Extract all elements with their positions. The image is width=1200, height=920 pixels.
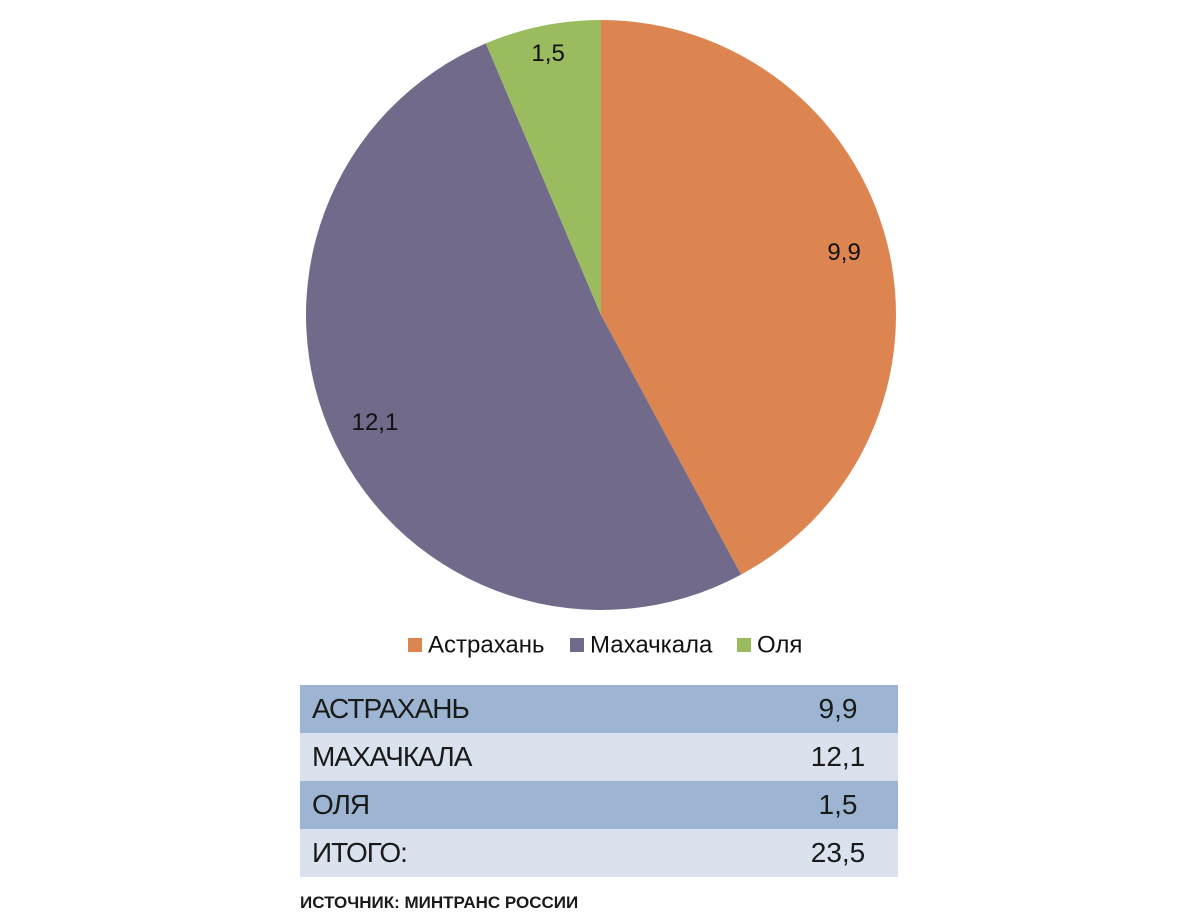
data-label: 9,9 [827,239,860,266]
name-cell: ИТОГО: [312,837,408,868]
value-cell: 1,5 [818,789,858,820]
data-table: АСТРАХАНЬ 9,9 МАХАЧКАЛА 12,1 ОЛЯ 1,5 ИТОГО: 23,… [300,685,898,877]
value-cell: 12,1 [810,741,866,772]
name-cell: МАХАЧКАЛА [312,741,472,772]
legend-swatch [737,638,751,652]
legend-swatch [408,638,422,652]
pie-slice [601,20,896,575]
chart: 9,9 12,1 1,5 Астрахань Махачкала Оля [306,20,896,658]
name-cell: АСТРАХАНЬ [312,693,470,724]
data-label: 1,5 [531,40,564,67]
table-row: ОЛЯ 1,5 [300,781,898,829]
name-cell: ОЛЯ [312,789,370,820]
legend-swatch [570,638,584,652]
table-row: МАХАЧКАЛА 12,1 [300,733,898,781]
table-row: ИТОГО: 23,5 [300,829,898,877]
data-label: 12,1 [352,409,399,436]
table-row: АСТРАХАНЬ 9,9 [300,685,898,733]
value-cell: 23,5 [810,837,866,868]
source-note: ИСТОЧНИК: МИНТРАНС РОССИИ [300,893,579,912]
pie-slice [485,20,601,315]
legend-label: Оля [757,631,802,658]
pie-slice [306,43,742,610]
value-cell: 9,9 [818,693,858,724]
legend-label: Астрахань [428,631,545,658]
legend-label: Махачкала [590,631,713,658]
